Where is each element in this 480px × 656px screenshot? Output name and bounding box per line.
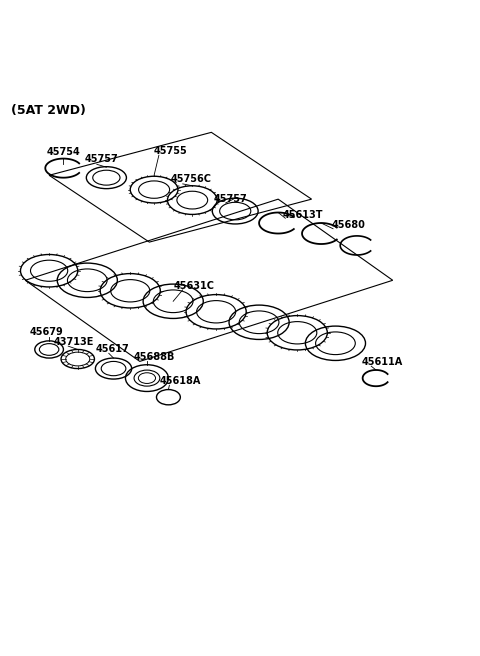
- Text: 45755: 45755: [153, 146, 187, 156]
- Text: 45618A: 45618A: [160, 377, 201, 386]
- Text: 45757: 45757: [85, 154, 119, 164]
- Text: 45688B: 45688B: [134, 352, 175, 362]
- Text: 43713E: 43713E: [54, 337, 94, 347]
- Text: 45613T: 45613T: [283, 210, 324, 220]
- Text: 45679: 45679: [30, 327, 64, 337]
- Text: 45611A: 45611A: [362, 358, 403, 367]
- Text: 45757: 45757: [214, 194, 248, 203]
- Text: 45617: 45617: [96, 344, 130, 354]
- Text: 45680: 45680: [332, 220, 365, 230]
- Text: 45631C: 45631C: [173, 281, 214, 291]
- Text: 45756C: 45756C: [171, 174, 212, 184]
- Text: (5AT 2WD): (5AT 2WD): [11, 104, 86, 117]
- Text: 45754: 45754: [47, 147, 81, 157]
